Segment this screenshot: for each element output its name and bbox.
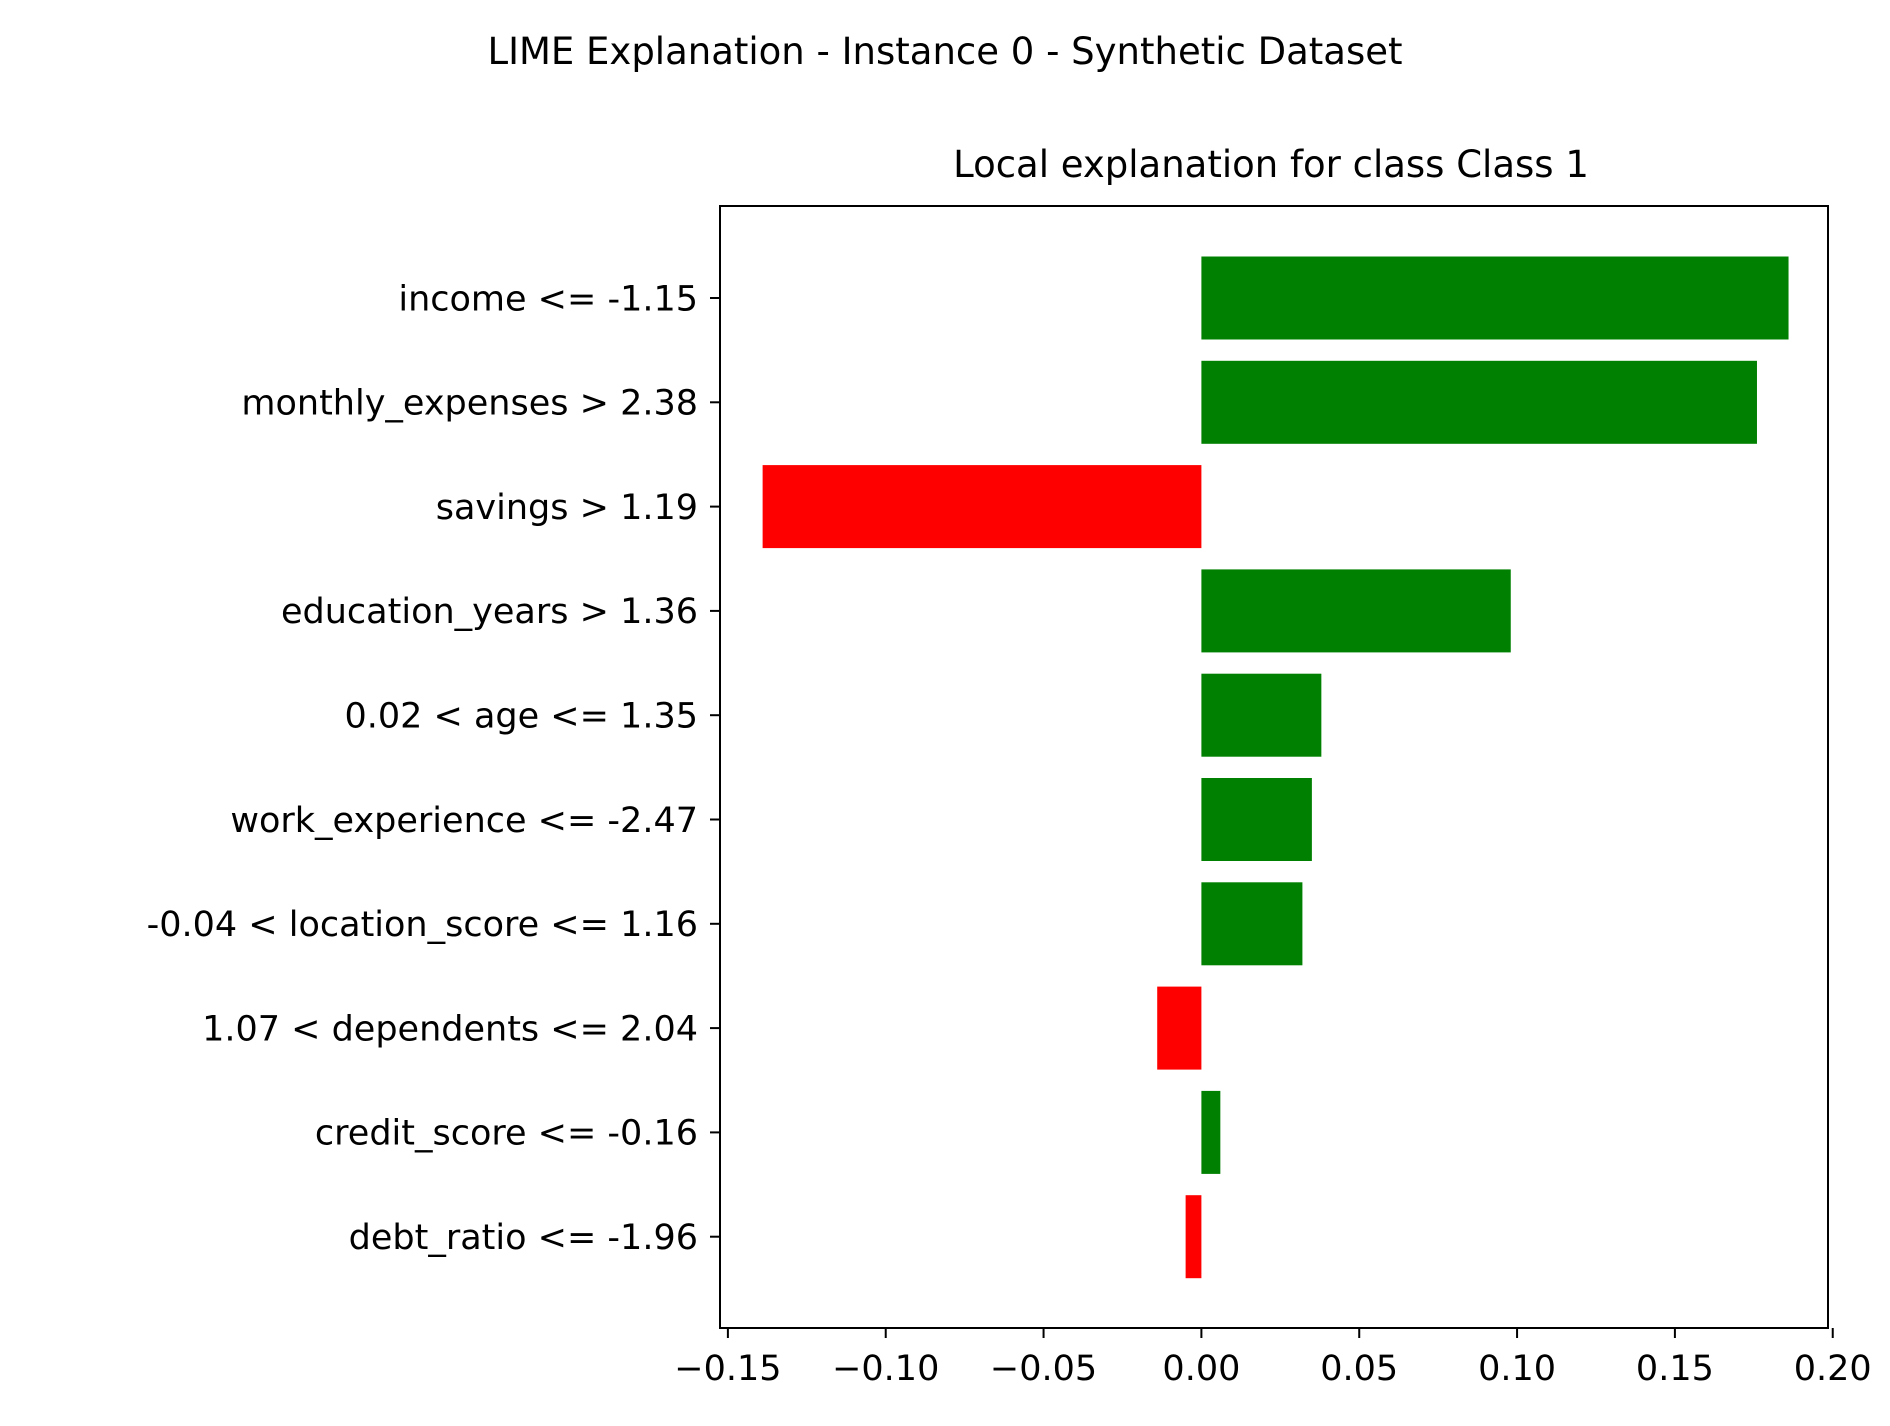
bar-2 — [762, 465, 1202, 549]
y-tick-label-8: credit_score <= -0.16 — [315, 1114, 698, 1154]
plot-area-frame — [719, 205, 1829, 1329]
y-tick-label-7: 1.07 < dependents <= 2.04 — [202, 1009, 698, 1049]
bar-9 — [1185, 1195, 1202, 1279]
x-tick-label-3: 0.00 — [1162, 1349, 1240, 1389]
y-tick-label-1: monthly_expenses > 2.38 — [241, 384, 698, 424]
x-tick-label-5: 0.10 — [1478, 1349, 1556, 1389]
bar-0 — [1201, 256, 1789, 340]
x-tick-label-2: −0.05 — [990, 1349, 1097, 1389]
y-tick-label-5: work_experience <= -2.47 — [230, 801, 698, 841]
x-tick-label-0: −0.15 — [674, 1349, 781, 1389]
bar-4 — [1201, 673, 1322, 757]
bar-5 — [1201, 778, 1312, 861]
figure-suptitle: LIME Explanation - Instance 0 - Syntheti… — [487, 30, 1402, 73]
x-tick-label-4: 0.05 — [1320, 1349, 1398, 1389]
y-tick-label-4: 0.02 < age <= 1.35 — [344, 696, 698, 736]
y-tick-label-9: debt_ratio <= -1.96 — [349, 1218, 698, 1258]
bar-8 — [1201, 1090, 1221, 1174]
x-tick-label-6: 0.15 — [1636, 1349, 1714, 1389]
bar-6 — [1201, 882, 1303, 966]
y-tick-label-2: savings > 1.19 — [436, 488, 698, 528]
x-tick-label-1: −0.10 — [832, 1349, 939, 1389]
bar-3 — [1201, 569, 1511, 653]
chart-title: Local explanation for class Class 1 — [953, 143, 1589, 186]
y-axis-ticks: income <= -1.15 monthly_expenses > 2.38 sa… — [147, 279, 720, 1258]
y-tick-label-6: -0.04 < location_score <= 1.16 — [147, 905, 698, 945]
y-tick-label-0: income <= -1.15 — [398, 279, 698, 319]
x-axis-ticks: −0.15 −0.10 −0.05 0.00 0.05 0.10 0.15 0.20 — [674, 1328, 1872, 1389]
y-tick-label-3: education_years > 1.36 — [281, 592, 698, 632]
bar-1 — [1201, 360, 1757, 444]
bars-layer — [762, 256, 1789, 1279]
x-tick-label-7: 0.20 — [1794, 1349, 1872, 1389]
bar-7 — [1157, 986, 1202, 1070]
